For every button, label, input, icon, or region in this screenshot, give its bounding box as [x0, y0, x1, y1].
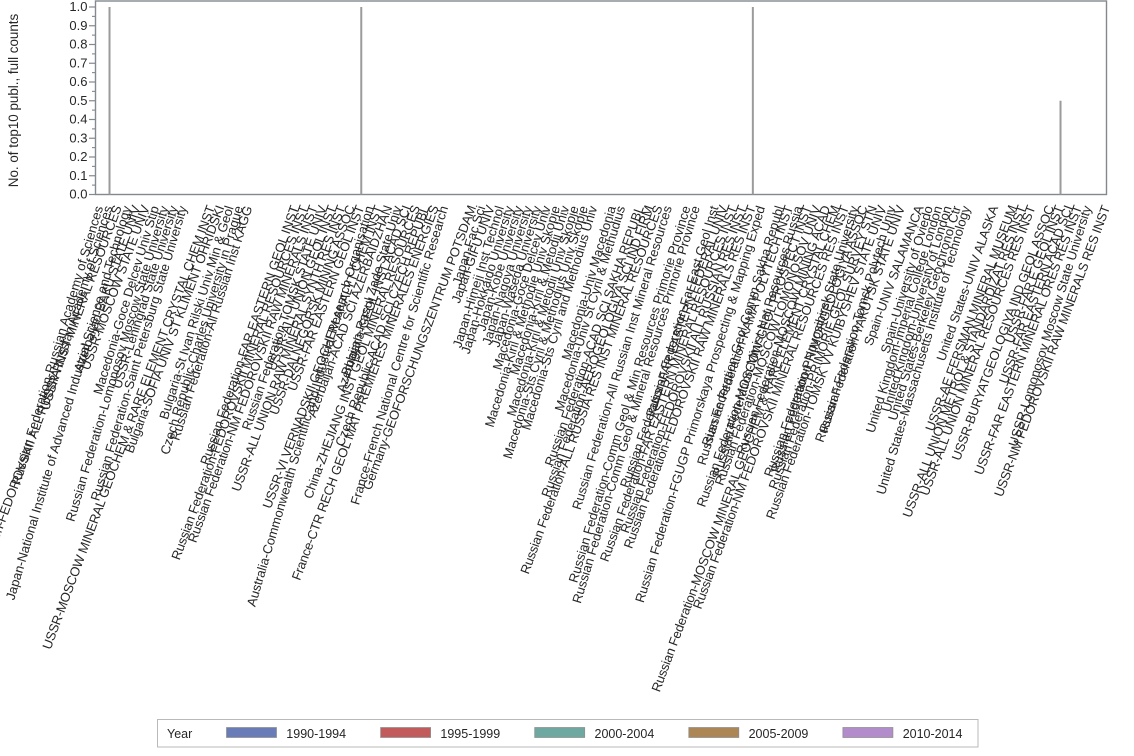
svg-text:0.6: 0.6 — [69, 74, 87, 89]
svg-text:0.5: 0.5 — [69, 93, 87, 108]
svg-text:0.3: 0.3 — [69, 130, 87, 145]
svg-text:0.8: 0.8 — [69, 37, 87, 52]
svg-text:2000-2004: 2000-2004 — [595, 727, 655, 741]
svg-text:2005-2009: 2005-2009 — [749, 727, 809, 741]
svg-text:Year: Year — [167, 727, 192, 741]
svg-text:No. of top10 publ., full count: No. of top10 publ., full counts — [6, 13, 21, 187]
svg-text:1995-1999: 1995-1999 — [440, 727, 500, 741]
svg-text:2010-2014: 2010-2014 — [903, 727, 963, 741]
svg-text:0.0: 0.0 — [69, 187, 87, 202]
svg-text:0.2: 0.2 — [69, 149, 87, 164]
svg-text:0.7: 0.7 — [69, 55, 87, 70]
svg-text:0.1: 0.1 — [69, 168, 87, 183]
svg-text:1.0: 1.0 — [69, 0, 87, 14]
svg-text:0.9: 0.9 — [69, 18, 87, 33]
svg-text:1990-1994: 1990-1994 — [286, 727, 346, 741]
svg-text:0.4: 0.4 — [69, 112, 87, 127]
